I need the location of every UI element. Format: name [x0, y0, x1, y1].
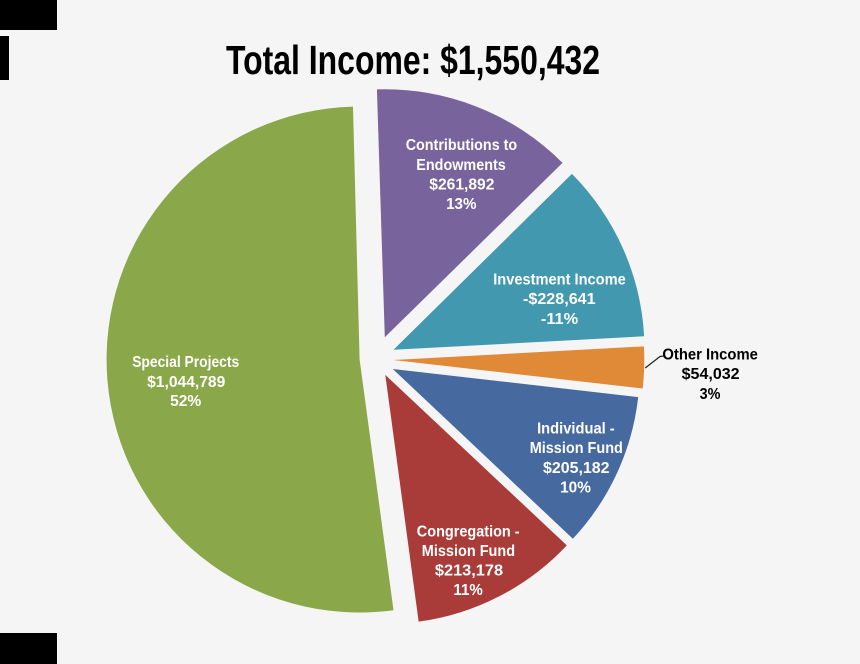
svg-text:Mission Fund: Mission Fund — [530, 440, 623, 457]
svg-text:-11%: -11% — [541, 311, 578, 328]
svg-text:$261,892: $261,892 — [429, 177, 494, 194]
svg-text:3%: 3% — [700, 386, 721, 403]
svg-text:$1,044,789: $1,044,789 — [147, 374, 225, 391]
svg-text:-$228,641: -$228,641 — [523, 291, 596, 308]
svg-text:Contributions to: Contributions to — [406, 137, 518, 154]
svg-text:11%: 11% — [453, 582, 482, 599]
svg-text:Other Income: Other Income — [662, 346, 758, 363]
svg-text:Investment Income: Investment Income — [493, 271, 626, 288]
svg-text:Individual -: Individual - — [537, 421, 615, 438]
svg-text:Total Income: $1,550,432: Total Income: $1,550,432 — [226, 37, 600, 83]
svg-text:$213,178: $213,178 — [435, 563, 503, 580]
svg-text:$54,032: $54,032 — [682, 366, 740, 383]
svg-text:Congregation -: Congregation - — [417, 523, 520, 540]
svg-text:10%: 10% — [560, 480, 591, 497]
svg-text:Mission Fund: Mission Fund — [422, 543, 515, 560]
svg-text:52%: 52% — [170, 393, 201, 410]
svg-text:Special Projects: Special Projects — [132, 354, 239, 371]
svg-text:$205,182: $205,182 — [543, 460, 610, 477]
svg-text:13%: 13% — [446, 196, 476, 213]
svg-text:Endowments: Endowments — [416, 157, 506, 174]
